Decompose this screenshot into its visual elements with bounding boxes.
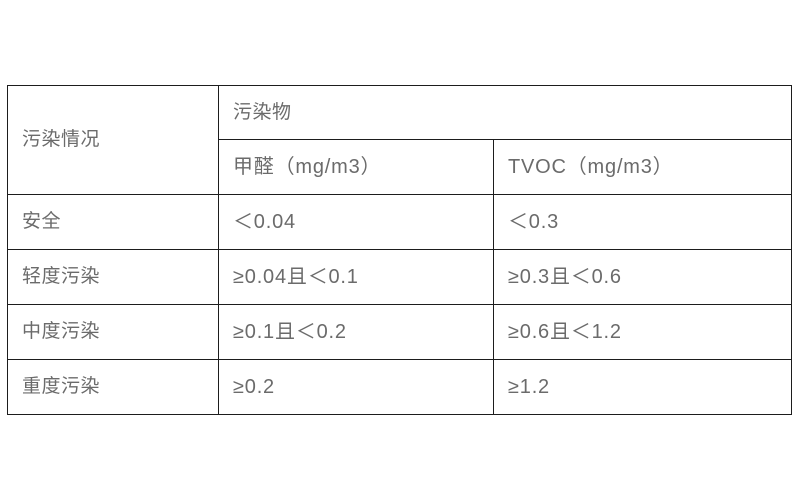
table-header-row-units: 甲醛（mg/m3） TVOC（mg/m3） — [8, 139, 793, 195]
cell-formaldehyde-value: ≥0.2 — [218, 359, 494, 415]
column-header-formaldehyde: 甲醛（mg/m3） — [218, 139, 494, 195]
cell-pollution-status: 中度污染 — [7, 304, 219, 360]
indoor-air-pollution-table: 污染情况 污染物 甲醛（mg/m3） TVOC（mg/m3） 安全 ＜0.04 … — [7, 85, 793, 415]
cell-pollution-status: 轻度污染 — [7, 249, 219, 305]
table-row: 重度污染 ≥0.2 ≥1.2 — [7, 359, 793, 415]
cell-tvoc-value: ≥1.2 — [492, 359, 793, 415]
column-header-pollutant-group: 污染物 — [217, 85, 793, 140]
cell-tvoc-value: ≥0.6且＜1.2 — [492, 304, 793, 360]
cell-tvoc-value: ＜0.3 — [492, 194, 793, 250]
cell-formaldehyde-value: ≥0.1且＜0.2 — [218, 304, 494, 360]
cell-formaldehyde-value: ≥0.04且＜0.1 — [218, 249, 494, 305]
cell-formaldehyde-value: ＜0.04 — [218, 194, 494, 250]
cell-tvoc-value: ≥0.3且＜0.6 — [492, 249, 793, 305]
column-header-pollution-status: 污染情况 — [7, 85, 219, 195]
column-header-tvoc: TVOC（mg/m3） — [492, 139, 793, 195]
cell-pollution-status: 重度污染 — [7, 359, 219, 415]
table-row: 轻度污染 ≥0.04且＜0.1 ≥0.3且＜0.6 — [7, 249, 793, 305]
table-header-row-group: 污染情况 污染物 — [7, 85, 793, 195]
table-body: 安全 ＜0.04 ＜0.3 轻度污染 ≥0.04且＜0.1 ≥0.3且＜0.6 … — [7, 194, 793, 415]
table-row: 安全 ＜0.04 ＜0.3 — [7, 194, 793, 250]
table-header: 污染情况 污染物 甲醛（mg/m3） TVOC（mg/m3） — [7, 85, 793, 195]
table-row: 中度污染 ≥0.1且＜0.2 ≥0.6且＜1.2 — [7, 304, 793, 360]
cell-pollution-status: 安全 — [7, 194, 219, 250]
